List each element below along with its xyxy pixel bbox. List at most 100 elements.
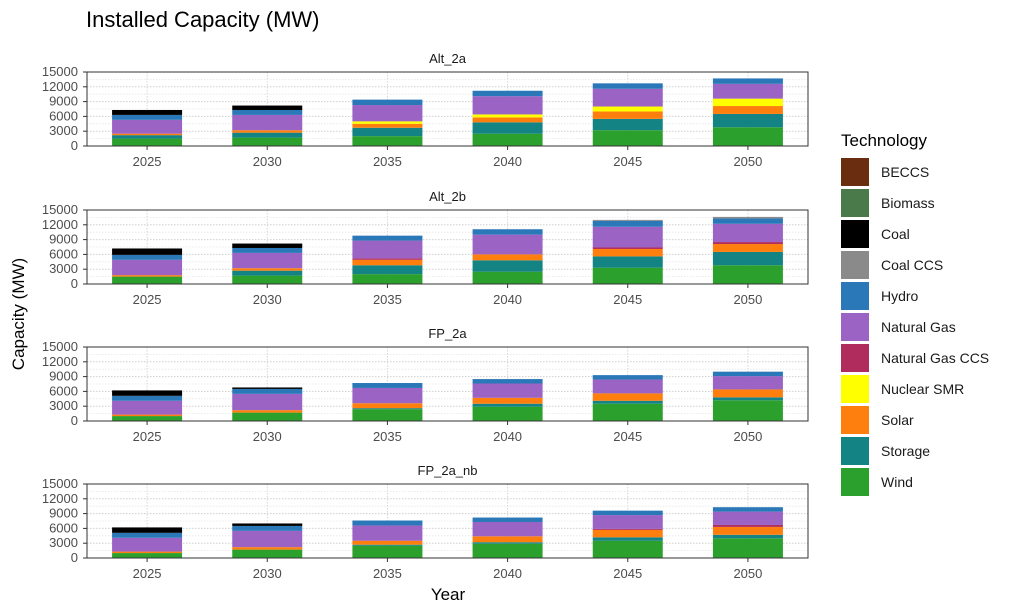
x-tick-label: 2025 — [133, 154, 162, 169]
bar-Alt_2b-2040-storage — [472, 260, 543, 272]
bar-FP_2a-2025-solar — [112, 414, 183, 417]
bar-Alt_2a-2040-natural-gas — [472, 96, 543, 115]
legend-item-biomass: Biomass — [841, 189, 935, 217]
bar-Alt_2b-2030-natural-gas — [232, 252, 303, 269]
bar-FP_2a-2050-solar — [712, 389, 783, 398]
bar-FP_2a_nb-2035-hydro — [352, 520, 423, 526]
legend-label-hydro: Hydro — [881, 288, 919, 304]
bar-Alt_2b-2025-solar — [112, 275, 183, 277]
bar-Alt_2a-2045-storage — [592, 118, 663, 131]
y-tick-label: 12000 — [42, 491, 78, 506]
legend-swatch-natural-gas — [841, 313, 869, 341]
y-tick-label: 15000 — [42, 202, 78, 217]
bar-Alt_2a-2035-nuclear-smr — [352, 121, 423, 124]
y-tick-label: 9000 — [49, 232, 78, 247]
legend: Technology BECCS Biomass Coal Coal CCS Hydro… — [841, 131, 989, 496]
bar-FP_2a-2025-hydro — [112, 395, 183, 401]
panel-border — [86, 346, 809, 422]
bar-FP_2a_nb-2035-wind — [352, 545, 423, 558]
grid — [87, 209, 808, 285]
bar-FP_2a_nb-2030-hydro — [232, 525, 303, 531]
bar-FP_2a-2040-hydro — [472, 379, 543, 384]
bar-FP_2a-2035-storage — [352, 408, 423, 410]
bar-FP_2a_nb-2035-solar — [352, 540, 423, 545]
grid — [87, 71, 808, 147]
bar-Alt_2b-2040-wind — [472, 271, 543, 284]
y-tick-label: 9000 — [49, 94, 78, 109]
bar-FP_2a_nb-2040-storage — [472, 542, 543, 544]
bars — [112, 78, 783, 146]
y-tick-label: 6000 — [49, 246, 78, 261]
bar-FP_2a-2045-wind — [592, 403, 663, 421]
grid — [87, 346, 808, 422]
bar-Alt_2b-2045-storage — [592, 256, 663, 268]
x-tick-label: 2030 — [253, 154, 282, 169]
bar-Alt_2a-2030-solar — [232, 130, 303, 133]
bar-FP_2a_nb-2035-natural-gas — [352, 525, 423, 541]
bar-FP_2a_nb-2040-hydro — [472, 517, 543, 522]
y-tick-label: 3000 — [49, 123, 78, 138]
bar-FP_2a_nb-2045-wind — [592, 540, 663, 558]
x-tick-label: 2030 — [253, 429, 282, 444]
facet-title: Alt_2a — [429, 51, 467, 66]
bar-Alt_2b-2050-hydro — [712, 218, 783, 224]
x-tick-label: 2035 — [373, 292, 402, 307]
bar-FP_2a-2035-hydro — [352, 383, 423, 388]
y-tick-label: 3000 — [49, 535, 78, 550]
bar-Alt_2a-2040-wind — [472, 133, 543, 146]
bar-FP_2a-2030-solar — [232, 410, 303, 413]
bar-Alt_2a-2025-wind — [112, 138, 183, 146]
y-tick-label: 9000 — [49, 369, 78, 384]
x-tick-label: 2040 — [493, 154, 522, 169]
bar-Alt_2a-2050-natural-gas — [712, 83, 783, 99]
bar-Alt_2b-2050-coal-ccs — [712, 216, 783, 219]
bar-FP_2a_nb-2035-storage — [352, 544, 423, 546]
bar-Alt_2b-2035-wind — [352, 274, 423, 284]
bar-FP_2a_nb-2045-hydro — [592, 510, 663, 516]
x-tick-label: 2025 — [133, 429, 162, 444]
legend-label-nuclear-smr: Nuclear SMR — [881, 381, 964, 397]
bar-Alt_2a-2030-coal — [232, 105, 303, 110]
bar-Alt_2b-2025-natural-gas — [112, 259, 183, 276]
y-tick-label: 6000 — [49, 520, 78, 535]
y-tick-label: 0 — [71, 413, 78, 428]
y-tick-label: 6000 — [49, 383, 78, 398]
legend-swatch-biomass — [841, 189, 869, 217]
legend-label-natural-gas: Natural Gas — [881, 319, 956, 335]
legend-swatch-wind — [841, 468, 869, 496]
y-tick-label: 0 — [71, 276, 78, 291]
x-tick-label: 2045 — [613, 292, 642, 307]
y-tick-label: 12000 — [42, 354, 78, 369]
bar-Alt_2b-2050-storage — [712, 251, 783, 266]
bar-Alt_2a-2025-coal — [112, 109, 183, 115]
legend-swatch-coal-ccs — [841, 251, 869, 279]
y-tick-label: 15000 — [42, 64, 78, 79]
bar-FP_2a_nb-2050-wind — [712, 538, 783, 558]
chart-title: Installed Capacity (MW) — [86, 7, 320, 32]
x-tick-label: 2040 — [493, 566, 522, 581]
x-tick-label: 2045 — [613, 154, 642, 169]
bar-FP_2a_nb-2045-natural-gas-ccs — [592, 528, 663, 530]
bar-FP_2a-2050-wind — [712, 400, 783, 421]
bar-Alt_2a-2050-solar — [712, 106, 783, 114]
bar-Alt_2a-2045-wind — [592, 130, 663, 146]
bar-FP_2a-2045-solar — [592, 393, 663, 401]
bar-FP_2a-2030-coal — [232, 387, 303, 389]
bar-Alt_2b-2040-solar — [472, 254, 543, 261]
bar-Alt_2b-2030-coal — [232, 243, 303, 248]
bar-FP_2a-2025-coal — [112, 390, 183, 396]
panel-border — [86, 209, 809, 285]
bar-FP_2a_nb-2025-natural-gas — [112, 537, 183, 552]
legend-item-wind: Wind — [841, 468, 913, 496]
bar-Alt_2a-2035-natural-gas — [352, 105, 423, 122]
legend-label-coal: Coal — [881, 226, 910, 242]
legend-swatch-coal — [841, 220, 869, 248]
bar-FP_2a_nb-2040-natural-gas — [472, 521, 543, 537]
bar-Alt_2a-2050-wind — [712, 127, 783, 146]
x-tick-label: 2040 — [493, 429, 522, 444]
bar-FP_2a-2030-natural-gas — [232, 393, 303, 411]
bar-Alt_2b-2050-natural-gas — [712, 223, 783, 243]
bar-Alt_2a-2035-storage — [352, 127, 423, 137]
